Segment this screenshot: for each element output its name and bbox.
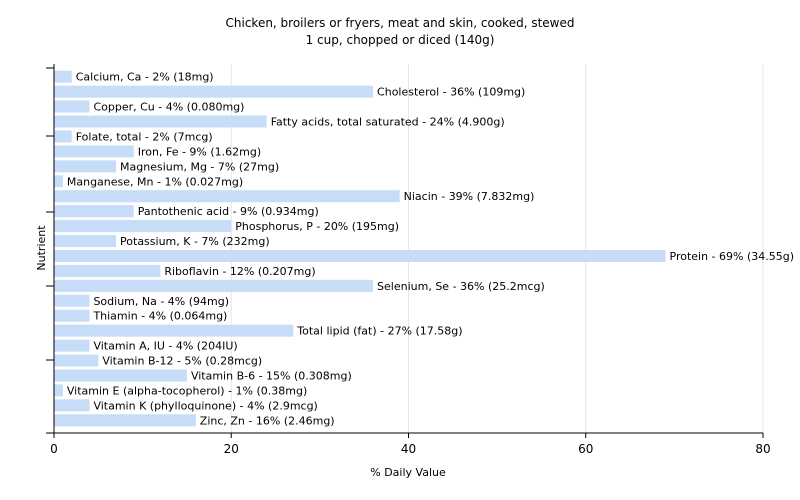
bar (54, 175, 63, 188)
bar-label: Vitamin K (phylloquinone) - 4% (2.9mcg) (93, 399, 317, 412)
bar-label: Vitamin A, IU - 4% (204IU) (93, 340, 237, 353)
y-axis-label: Nutrient (35, 225, 48, 271)
bar-label: Protein - 69% (34.55g) (670, 250, 795, 263)
bar-label: Potassium, K - 7% (232mg) (120, 235, 270, 248)
x-axis-label: % Daily Value (370, 466, 446, 479)
bar-label: Cholesterol - 36% (109mg) (377, 86, 525, 99)
x-tick-label: 60 (578, 442, 593, 456)
bar (54, 399, 90, 412)
bar-label: Fatty acids, total saturated - 24% (4.90… (271, 116, 505, 129)
bar-label: Riboflavin - 12% (0.207mg) (164, 265, 315, 278)
bar (54, 220, 232, 233)
bar-label: Total lipid (fat) - 27% (17.58g) (296, 325, 462, 338)
bar (54, 145, 134, 158)
bars (54, 70, 666, 427)
bar-label: Copper, Cu - 4% (0.080mg) (93, 101, 244, 114)
bar-label: Niacin - 39% (7.832mg) (404, 190, 535, 203)
bar-label: Selenium, Se - 36% (25.2mcg) (377, 280, 545, 293)
x-tick-label: 40 (401, 442, 416, 456)
bar-label: Zinc, Zn - 16% (2.46mg) (200, 414, 335, 427)
bar (54, 369, 187, 382)
bar-label: Vitamin E (alpha-tocopherol) - 1% (0.38m… (67, 384, 307, 397)
bar (54, 190, 400, 203)
x-tick-label: 80 (755, 442, 770, 456)
bar-label: Thiamin - 4% (0.064mg) (92, 310, 227, 323)
bar-label: Pantothenic acid - 9% (0.934mg) (138, 205, 319, 218)
bar (54, 249, 666, 262)
bar (54, 205, 134, 218)
bar-label: Magnesium, Mg - 7% (27mg) (120, 160, 279, 173)
bar-label: Iron, Fe - 9% (1.62mg) (138, 145, 261, 158)
bar (54, 339, 90, 352)
chart-subtitle: 1 cup, chopped or diced (140g) (305, 33, 495, 47)
bar-label: Manganese, Mn - 1% (0.027mg) (67, 175, 243, 188)
bar (54, 130, 72, 143)
bar (54, 324, 294, 337)
bar (54, 115, 267, 128)
bar (54, 384, 63, 397)
bar (54, 354, 99, 367)
bar-labels: Calcium, Ca - 2% (18mg) Cholesterol - 36%… (67, 71, 794, 428)
bar (54, 414, 196, 427)
x-tick-label: 0 (50, 442, 58, 456)
bar (54, 70, 72, 83)
bar (54, 100, 90, 113)
chart-title: Chicken, broilers or fryers, meat and sk… (225, 16, 575, 30)
axes: 0 20 40 60 80 (46, 64, 771, 456)
bar (54, 294, 90, 307)
x-tick-label: 20 (224, 442, 239, 456)
bar-label: Folate, total - 2% (7mcg) (76, 130, 213, 143)
bar-label: Vitamin B-12 - 5% (0.28mcg) (102, 355, 262, 368)
bar-label: Sodium, Na - 4% (94mg) (93, 295, 229, 308)
bar-label: Calcium, Ca - 2% (18mg) (76, 71, 214, 84)
bar-label: Phosphorus, P - 20% (195mg) (235, 220, 399, 233)
bar (54, 160, 117, 173)
bar (54, 85, 374, 98)
bar (54, 235, 117, 248)
bar (54, 279, 374, 292)
bar (54, 309, 90, 322)
bar (54, 264, 161, 277)
bar-label: Vitamin B-6 - 15% (0.308mg) (191, 369, 352, 382)
